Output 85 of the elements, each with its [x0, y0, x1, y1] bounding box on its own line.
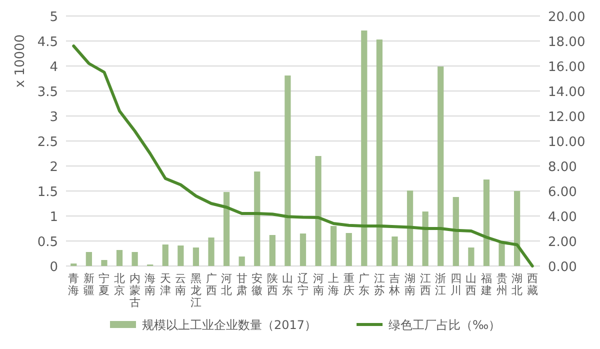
x-tick-label: 广西 — [206, 272, 217, 297]
y2-tick-label: 2.00 — [548, 235, 577, 250]
x-tick-label: 内蒙古 — [129, 272, 140, 309]
x-tick-label: 北京 — [114, 272, 126, 297]
bar — [346, 233, 352, 266]
x-tick-label: 广东 — [358, 272, 370, 297]
bar — [116, 250, 123, 266]
bar — [132, 252, 138, 266]
bar — [483, 180, 490, 266]
bar — [315, 156, 322, 266]
x-tick-label: 山西 — [466, 272, 477, 297]
x-tick-label: 西藏 — [526, 272, 538, 297]
y2-tick-label: 6.00 — [548, 185, 577, 200]
x-tick-label: 上海 — [328, 272, 340, 297]
y-tick-label: 4.5 — [37, 35, 58, 50]
bar — [376, 40, 383, 266]
x-tick-label: 江西 — [420, 272, 431, 297]
y2-tick-label: 10.00 — [548, 135, 586, 150]
x-tick-label: 山东 — [282, 272, 294, 297]
x-tick-label: 云南 — [175, 272, 186, 297]
y-tick-label: 2 — [50, 160, 58, 175]
bar — [178, 246, 184, 266]
y-tick-label: 0.5 — [37, 235, 58, 250]
y2-tick-label: 4.00 — [548, 210, 577, 225]
legend-label: 规模以上工业企业数量（2017） — [142, 318, 317, 332]
legend-label: 绿色工厂占比（‰） — [388, 318, 501, 332]
y-tick-label: 1.5 — [37, 185, 58, 200]
x-tick-label: 黑龙江 — [190, 272, 202, 309]
x-tick-label: 浙江 — [435, 272, 446, 297]
bar — [406, 190, 414, 266]
bar — [468, 248, 474, 266]
x-tick-label: 四川 — [450, 272, 462, 297]
y2-tick-label: 16.00 — [548, 60, 586, 75]
x-tick-label: 新疆 — [83, 272, 94, 297]
bar — [300, 234, 306, 266]
bar — [392, 236, 398, 266]
x-tick-label: 天津 — [160, 272, 171, 297]
bar — [361, 30, 368, 266]
bar — [192, 248, 200, 266]
x-tick-label: 海南 — [144, 272, 156, 297]
bar — [208, 238, 214, 266]
x-tick-label: 重庆 — [343, 272, 354, 297]
bar — [254, 172, 260, 266]
x-tick-label: 河南 — [312, 272, 324, 297]
bar — [269, 235, 276, 266]
line-series — [72, 44, 534, 268]
y2-tick-label: 20.00 — [548, 10, 586, 25]
x-tick-label: 甘肃 — [236, 272, 248, 297]
x-tick-label: 宁夏 — [98, 272, 110, 297]
x-tick-label: 江苏 — [374, 272, 385, 297]
y2-tick-label: 18.00 — [548, 35, 586, 50]
y-tick-label: 5 — [50, 10, 58, 25]
bar — [86, 252, 92, 266]
bar — [498, 242, 505, 266]
bar — [452, 197, 459, 266]
y2-tick-label: 12.00 — [548, 110, 586, 125]
y-axis-title: x 10000 — [13, 34, 28, 88]
x-tick-label: 湖南 — [404, 272, 416, 297]
x-tick-label: 青海 — [68, 272, 80, 297]
x-tick-label: 湖北 — [512, 272, 523, 297]
x-tick-label: 河北 — [221, 272, 232, 297]
y2-tick-label: 8.00 — [548, 160, 577, 175]
x-tick-label: 陕西 — [266, 272, 278, 297]
x-tick-label: 贵州 — [496, 272, 508, 297]
bar — [238, 256, 245, 266]
y-tick-label: 4 — [50, 60, 58, 75]
bar — [438, 66, 444, 266]
x-tick-label: 福建 — [480, 272, 492, 297]
y2-tick-label: 14.00 — [548, 85, 586, 100]
x-tick-label: 安徽 — [252, 272, 263, 297]
x-tick-label: 辽宁 — [298, 272, 308, 297]
y-tick-label: 2.5 — [37, 135, 58, 150]
y-tick-label: 3 — [50, 110, 58, 125]
bar — [514, 191, 520, 266]
bar — [101, 260, 108, 266]
bar — [330, 226, 337, 266]
bar — [284, 76, 291, 266]
bar — [223, 192, 230, 266]
x-tick-label: 吉林 — [388, 272, 400, 297]
y-tick-label: 3.5 — [37, 85, 58, 100]
bar — [162, 244, 168, 266]
bar — [422, 212, 428, 266]
y-tick-label: 1 — [50, 210, 58, 225]
y-tick-label: 0 — [50, 260, 58, 275]
y2-tick-label: 0.00 — [548, 260, 577, 275]
